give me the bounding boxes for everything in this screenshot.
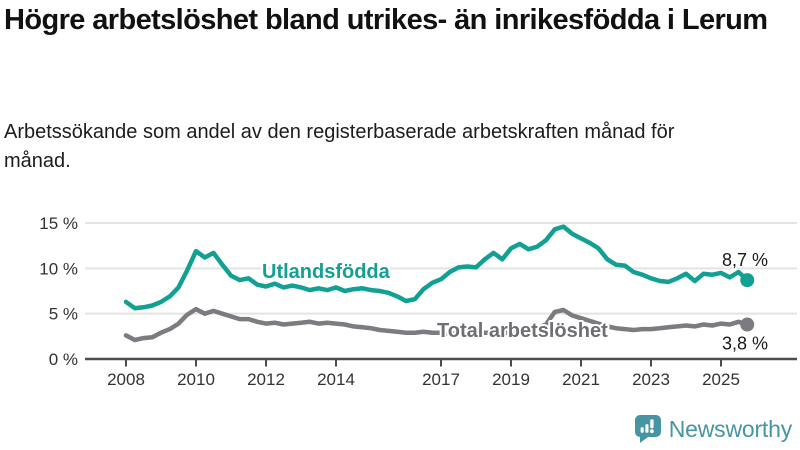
total-line — [123, 306, 750, 343]
utlandsfodda-line — [123, 224, 750, 311]
newsworthy-wordmark: Newsworthy — [668, 415, 792, 442]
y-axis-tick-label: 0 % — [49, 350, 78, 369]
utlandsfodda-end-value-label: 8,7 % — [722, 250, 768, 270]
x-axis-tick-label: 2023 — [632, 370, 670, 389]
chart-subtitle: Arbetssökande som andel av den registerb… — [4, 121, 675, 173]
newsworthy-logo: Newsworthy — [634, 414, 792, 444]
x-axis-tick-label: 2017 — [422, 370, 460, 389]
unemployment-line-chart: 0 % 5 % 10 % 15 % 2008 2010 2012 2014 2017 2019 20… — [39, 214, 797, 389]
y-axis-tick-label: 10 % — [39, 259, 78, 278]
x-axis-tick-label: 2012 — [247, 370, 285, 389]
page-title: Högre arbetslöshet bland utrikes- än inr… — [4, 4, 768, 36]
total-end-value-label: 3,8 % — [722, 334, 768, 354]
y-axis-tick-label: 15 % — [39, 214, 78, 233]
x-axis-tick-label: 2025 — [702, 370, 740, 389]
x-axis-tick-label: 2019 — [492, 370, 530, 389]
total-end-dot — [740, 317, 755, 332]
utlandsfodda-end-dot — [740, 273, 755, 288]
y-axis-tick-label: 5 % — [49, 305, 78, 324]
total-series-label: Total arbetslöshet — [437, 320, 608, 342]
x-axis-tick-label: 2008 — [107, 370, 145, 389]
x-axis-tick-label: 2014 — [317, 370, 355, 389]
newsworthy-speech-bubble-bar-chart-icon — [634, 415, 661, 443]
x-axis-tick-label: 2021 — [562, 370, 600, 389]
x-axis-tick-label: 2010 — [177, 370, 215, 389]
utlandsfodda-series-label: Utlandsfödda — [262, 261, 391, 283]
